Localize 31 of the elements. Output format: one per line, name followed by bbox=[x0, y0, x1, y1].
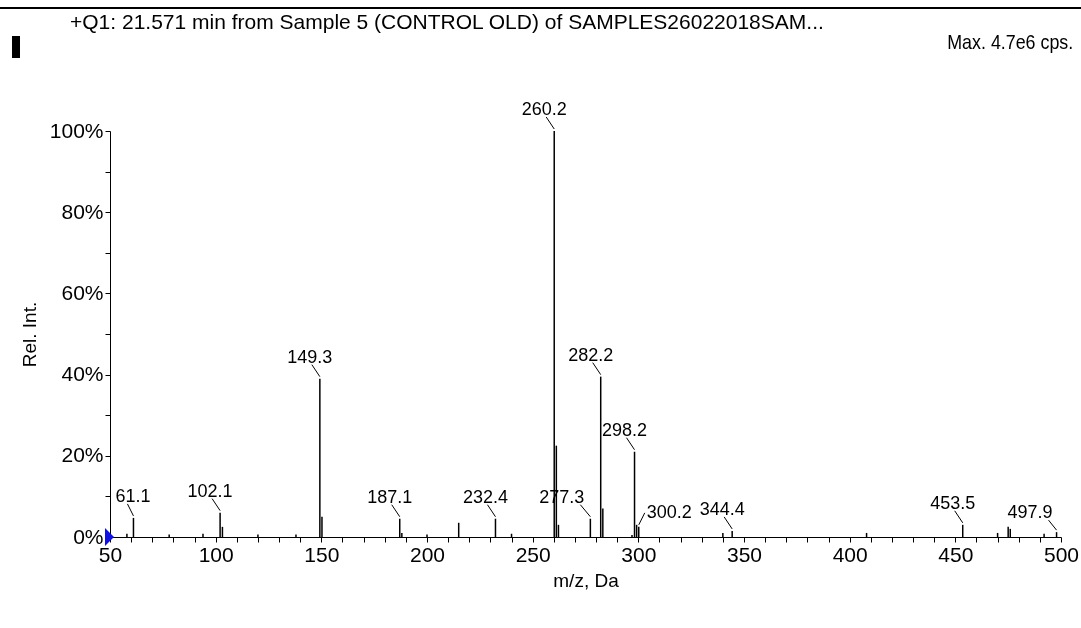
annotation: 344.4 bbox=[699, 498, 745, 519]
annotation: 187.1 bbox=[367, 486, 413, 507]
annotation: 298.2 bbox=[602, 419, 648, 440]
y-tick-label: 60% bbox=[61, 280, 104, 304]
annotation: 300.2 bbox=[646, 501, 692, 522]
x-tick-label: 300 bbox=[621, 542, 657, 566]
x-tick-label: 100 bbox=[198, 542, 234, 566]
y-axis-title: Rel. Int. bbox=[18, 301, 40, 368]
x-tick-label: 400 bbox=[832, 542, 868, 566]
chart-title: +Q1: 21.571 min from Sample 5 (CONTROL OLD) of SAMPLES26022018SAM... bbox=[70, 10, 824, 33]
annotation: 102.1 bbox=[187, 480, 233, 501]
x-axis-title: m/z, Da bbox=[553, 569, 620, 591]
x-tick-label: 500 bbox=[1043, 542, 1080, 566]
y-tick-label: 0% bbox=[73, 524, 104, 548]
y-tick-label: 80% bbox=[61, 199, 104, 223]
annotation: 497.9 bbox=[1007, 502, 1053, 523]
annotation: 232.4 bbox=[462, 486, 508, 507]
annotation: 453.5 bbox=[930, 492, 976, 513]
x-tick-label: 350 bbox=[726, 542, 763, 566]
x-tick-label: 450 bbox=[938, 542, 974, 566]
y-tick-label: 40% bbox=[61, 362, 104, 386]
annotation: 282.2 bbox=[568, 344, 614, 365]
text: Max. 4.7e6 cps. bbox=[946, 30, 1073, 54]
annotation: 61.1 bbox=[115, 485, 151, 506]
x-tick-label: 150 bbox=[304, 542, 340, 566]
annotation: 260.2 bbox=[521, 99, 567, 119]
x-tick-label: 200 bbox=[409, 542, 446, 566]
y-tick-label: 20% bbox=[61, 443, 104, 467]
y-tick-label: 100% bbox=[49, 118, 104, 142]
x-tick-label: 250 bbox=[515, 542, 551, 566]
annotation: 149.3 bbox=[287, 346, 333, 367]
